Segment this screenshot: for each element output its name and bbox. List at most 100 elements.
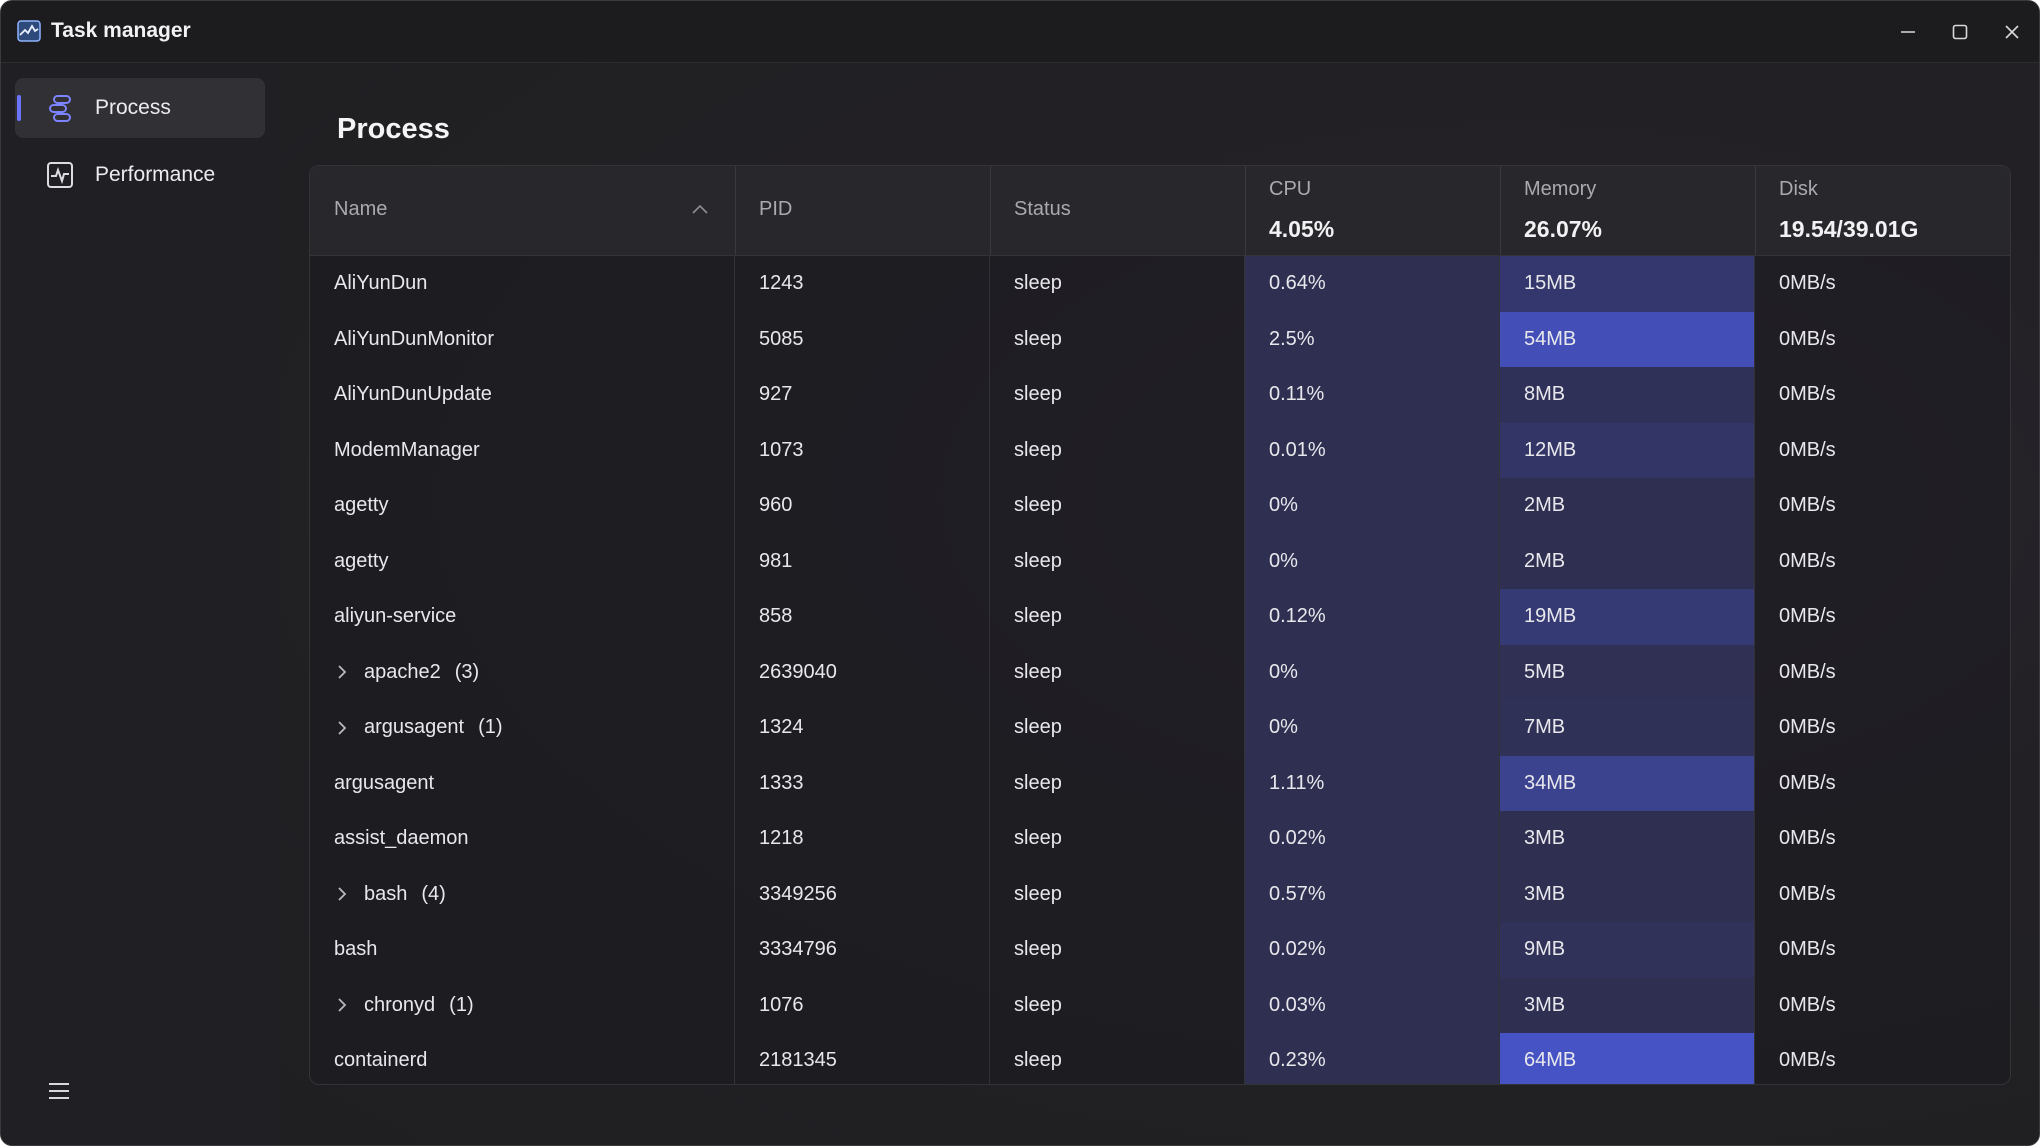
sidebar-item-performance[interactable]: Performance	[15, 145, 265, 205]
process-icon	[49, 95, 71, 122]
pid-cell: 1243	[735, 256, 990, 312]
memory-cell: 8MB	[1500, 367, 1755, 423]
active-indicator	[17, 95, 21, 121]
column-label: PID	[759, 198, 793, 220]
process-name: ModemManager	[334, 438, 480, 461]
disk-cell: 0MB/s	[1779, 383, 1836, 406]
table-row[interactable]: assist_daemon 1218 sleep 0.02% 3MB 0MB/s	[310, 811, 2010, 867]
status-cell: sleep	[990, 589, 1245, 645]
table-row[interactable]: bash 3334796 sleep 0.02% 9MB 0MB/s	[310, 922, 2010, 978]
process-name-cell: assist_daemon	[310, 811, 735, 867]
process-name-cell: AliYunDunUpdate	[310, 367, 735, 423]
process-name: argusagent	[334, 771, 435, 794]
child-count: (1)	[478, 716, 503, 739]
hamburger-menu-icon[interactable]	[47, 1081, 71, 1101]
column-header-disk[interactable]: Disk 19.54/39.01G	[1755, 166, 2010, 255]
sidebar-item-process[interactable]: Process	[15, 78, 265, 138]
disk-cell: 0MB/s	[1779, 605, 1836, 628]
process-name-cell: argusagent	[310, 755, 735, 811]
cpu-cell: 0%	[1245, 533, 1500, 589]
table-row[interactable]: argusagent 1333 sleep 1.11% 34MB 0MB/s	[310, 755, 2010, 811]
pid-cell: 1333	[735, 755, 990, 811]
pid-cell: 927	[735, 367, 990, 423]
title-bar[interactable]: Task manager	[1, 1, 2039, 63]
cpu-cell: 1.11%	[1245, 755, 1500, 811]
performance-icon	[47, 162, 73, 188]
column-header-pid[interactable]: PID	[735, 166, 991, 255]
pid-cell: 2639040	[735, 644, 990, 700]
process-name: bash	[334, 938, 378, 961]
memory-cell: 15MB	[1500, 256, 1755, 312]
column-label: Status	[1014, 198, 1071, 220]
table-header: Name PID Status CPU 4.05% Memory	[310, 166, 2010, 256]
chevron-right-icon[interactable]	[336, 996, 348, 1014]
disk-cell: 0MB/s	[1779, 660, 1836, 683]
process-name-cell: ModemManager	[310, 422, 735, 478]
chevron-right-icon[interactable]	[336, 885, 348, 903]
process-name: argusagent	[364, 716, 465, 739]
child-count: (1)	[449, 993, 474, 1016]
table-row[interactable]: AliYunDunMonitor 5085 sleep 2.5% 54MB 0MB/s	[310, 311, 2010, 367]
column-header-cpu[interactable]: CPU 4.05%	[1245, 166, 1501, 255]
pid-cell: 1076	[735, 977, 990, 1033]
table-row[interactable]: ModemManager 1073 sleep 0.01% 12MB 0MB/s	[310, 422, 2010, 478]
column-header-name[interactable]: Name	[310, 166, 736, 255]
pid-cell: 858	[735, 589, 990, 645]
pid-cell: 3349256	[735, 866, 990, 922]
cpu-total: 4.05%	[1269, 216, 1335, 242]
process-name: bash	[364, 882, 408, 905]
page-title: Process	[337, 113, 450, 145]
chevron-right-icon[interactable]	[336, 663, 348, 681]
cpu-cell: 0.23%	[1245, 1033, 1500, 1084]
process-name-cell: apache2 (3)	[310, 644, 735, 700]
app-title: Task manager	[51, 19, 191, 42]
close-button[interactable]	[1995, 15, 2029, 49]
table-row[interactable]: containerd 2181345 sleep 0.23% 64MB 0MB/s	[310, 1033, 2010, 1084]
process-name: aliyun-service	[334, 605, 457, 628]
pid-cell: 3334796	[735, 922, 990, 978]
status-cell: sleep	[990, 811, 1245, 867]
table-row[interactable]: AliYunDunUpdate 927 sleep 0.11% 8MB 0MB/s	[310, 367, 2010, 423]
table-row[interactable]: agetty 981 sleep 0% 2MB 0MB/s	[310, 533, 2010, 589]
memory-cell: 3MB	[1500, 977, 1755, 1033]
minimize-icon	[1901, 31, 1915, 33]
cpu-cell: 0.64%	[1245, 256, 1500, 312]
chevron-right-icon[interactable]	[336, 719, 348, 737]
status-cell: sleep	[990, 644, 1245, 700]
column-label: Memory	[1524, 178, 1597, 200]
table-row[interactable]: AliYunDun 1243 sleep 0.64% 15MB 0MB/s	[310, 256, 2010, 312]
minimize-button[interactable]	[1891, 15, 1925, 49]
table-row[interactable]: argusagent (1) 1324 sleep 0% 7MB 0MB/s	[310, 700, 2010, 756]
process-name-cell: argusagent (1)	[310, 700, 735, 756]
status-cell: sleep	[990, 478, 1245, 534]
sidebar: Process Performance	[1, 63, 279, 1145]
disk-total: 19.54/39.01G	[1779, 216, 1919, 242]
process-name: agetty	[334, 494, 389, 517]
disk-cell: 0MB/s	[1779, 1049, 1836, 1072]
process-name: apache2	[364, 660, 441, 683]
column-header-status[interactable]: Status	[990, 166, 1246, 255]
column-label: Name	[334, 198, 388, 220]
table-row[interactable]: agetty 960 sleep 0% 2MB 0MB/s	[310, 478, 2010, 534]
disk-cell: 0MB/s	[1779, 327, 1836, 350]
process-name: AliYunDun	[334, 272, 428, 295]
maximize-button[interactable]	[1943, 15, 1977, 49]
memory-cell: 12MB	[1500, 422, 1755, 478]
table-row[interactable]: chronyd (1) 1076 sleep 0.03% 3MB 0MB/s	[310, 977, 2010, 1033]
table-row[interactable]: bash (4) 3349256 sleep 0.57% 3MB 0MB/s	[310, 866, 2010, 922]
table-row[interactable]: aliyun-service 858 sleep 0.12% 19MB 0MB/s	[310, 589, 2010, 645]
status-cell: sleep	[990, 866, 1245, 922]
column-header-memory[interactable]: Memory 26.07%	[1500, 166, 1756, 255]
table-row[interactable]: apache2 (3) 2639040 sleep 0% 5MB 0MB/s	[310, 644, 2010, 700]
disk-cell: 0MB/s	[1779, 827, 1836, 850]
cpu-cell: 0.11%	[1245, 367, 1500, 423]
memory-cell: 9MB	[1500, 922, 1755, 978]
disk-cell: 0MB/s	[1779, 716, 1836, 739]
memory-total: 26.07%	[1524, 216, 1603, 242]
memory-cell: 54MB	[1500, 311, 1755, 367]
disk-cell: 0MB/s	[1779, 938, 1836, 961]
pid-cell: 960	[735, 478, 990, 534]
disk-cell: 0MB/s	[1779, 771, 1836, 794]
memory-cell: 3MB	[1500, 811, 1755, 867]
